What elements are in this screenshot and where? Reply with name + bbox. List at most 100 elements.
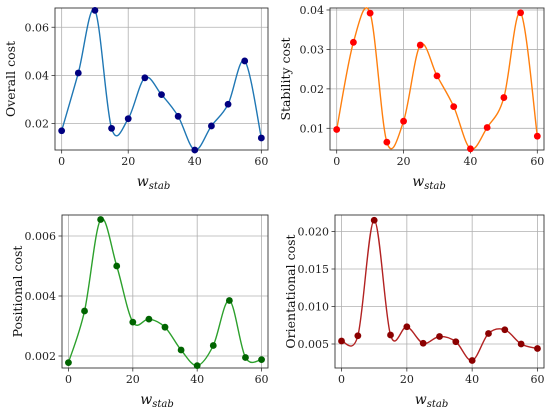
y-tick-label: 0.06 xyxy=(25,21,50,34)
data-point xyxy=(74,69,82,77)
data-point xyxy=(468,357,476,364)
data-point xyxy=(483,124,491,131)
data-point xyxy=(485,330,492,337)
data-point xyxy=(452,338,460,346)
y-tick-label: 0.04 xyxy=(25,69,50,82)
data-point xyxy=(129,318,137,326)
data-point xyxy=(161,323,169,331)
y-axis-label: Positional cost xyxy=(10,246,25,338)
data-point xyxy=(113,262,121,270)
x-tick-label: 0 xyxy=(333,155,340,168)
data-point xyxy=(533,132,541,140)
x-tick-label: 20 xyxy=(126,373,140,386)
axes-frame xyxy=(329,7,545,151)
x-tick-label: 60 xyxy=(530,155,544,168)
data-point xyxy=(224,100,232,108)
x-tick-label: 40 xyxy=(463,155,477,168)
y-axis-label: Overall cost xyxy=(3,41,18,117)
data-point xyxy=(403,323,411,331)
y-tick-label: 0.03 xyxy=(300,43,325,56)
data-point xyxy=(383,138,391,146)
y-tick-label: 0.006 xyxy=(25,230,57,243)
data-point xyxy=(400,117,407,125)
x-tick-label: 60 xyxy=(254,155,268,168)
data-point xyxy=(333,126,341,133)
chart-panel-0: 0 20 40 60 0.02 0.04 0.06 Overall cost wstab xyxy=(3,7,269,192)
data-point xyxy=(436,333,443,340)
x-axis-label: wstab xyxy=(140,392,174,407)
data-point xyxy=(350,38,357,46)
x-tick-label: 20 xyxy=(400,373,414,386)
x-tick-label: 60 xyxy=(255,373,269,386)
x-tick-label: 40 xyxy=(465,373,479,386)
x-tick-label: 40 xyxy=(188,155,202,168)
x-tick-label: 0 xyxy=(338,373,345,386)
y-tick-label: 0.015 xyxy=(298,263,330,276)
x-axis-label: wstab xyxy=(137,174,171,192)
data-point xyxy=(534,345,541,352)
data-point xyxy=(241,57,249,65)
y-tick-label: 0.002 xyxy=(25,350,57,363)
data-point xyxy=(208,122,215,130)
chart-panel-3: 0 20 40 60 0.005 0.010 0.015 0.020Orientational… xyxy=(283,214,545,407)
x-tick-label: 20 xyxy=(397,155,411,168)
data-point xyxy=(174,112,182,120)
data-point xyxy=(450,103,458,111)
data-point xyxy=(191,146,199,154)
data-point xyxy=(91,7,99,14)
data-point xyxy=(65,359,72,366)
y-tick-label: 0.01 xyxy=(300,122,325,135)
data-point xyxy=(124,115,132,123)
data-point xyxy=(257,134,265,142)
data-point xyxy=(419,339,427,347)
data-point xyxy=(225,297,233,304)
data-point xyxy=(354,332,362,340)
data-point xyxy=(338,337,345,345)
data-point xyxy=(517,9,524,17)
data-point xyxy=(209,342,217,349)
axes-frame xyxy=(61,214,269,369)
x-tick-label: 20 xyxy=(121,155,135,168)
data-point xyxy=(141,74,149,82)
axes-frame xyxy=(334,214,545,369)
data-point xyxy=(416,41,424,49)
y-tick-label: 0.02 xyxy=(300,83,325,96)
data-point xyxy=(433,72,441,80)
x-axis-label: wstab xyxy=(415,392,449,407)
data-point xyxy=(242,354,249,361)
data-point xyxy=(108,124,115,132)
chart-panel-1: 0 20 40 60 0.01 0.02 0.03 0.04 Stability cost wst… xyxy=(278,4,545,192)
data-point xyxy=(81,307,88,315)
x-tick-label: 0 xyxy=(58,155,65,168)
y-tick-label: 0.020 xyxy=(298,226,330,239)
data-point xyxy=(258,356,265,363)
x-tick-label: 60 xyxy=(530,373,544,386)
x-tick-label: 40 xyxy=(190,373,204,386)
data-point xyxy=(58,127,66,135)
series-line xyxy=(67,217,262,367)
y-tick-label: 0.005 xyxy=(298,338,330,351)
data-point xyxy=(501,326,509,334)
data-point xyxy=(500,94,508,101)
data-point xyxy=(387,331,394,339)
data-point xyxy=(193,362,201,369)
data-point xyxy=(370,216,378,224)
y-tick-label: 0.04 xyxy=(300,4,325,17)
data-point xyxy=(97,216,105,223)
data-point xyxy=(366,9,374,17)
y-axis-label: Orientational cost xyxy=(283,234,298,348)
y-tick-label: 0.004 xyxy=(25,290,57,303)
y-tick-label: 0.02 xyxy=(25,118,50,131)
series-line xyxy=(60,8,263,151)
data-point xyxy=(467,145,474,153)
data-point xyxy=(145,315,153,323)
data-point xyxy=(177,346,185,354)
data-point xyxy=(517,340,525,348)
y-tick-label: 0.010 xyxy=(298,301,330,314)
y-axis-label: Stability cost xyxy=(278,37,293,120)
axes-frame xyxy=(54,7,269,151)
x-tick-label: 0 xyxy=(65,373,72,386)
data-point xyxy=(158,91,165,99)
